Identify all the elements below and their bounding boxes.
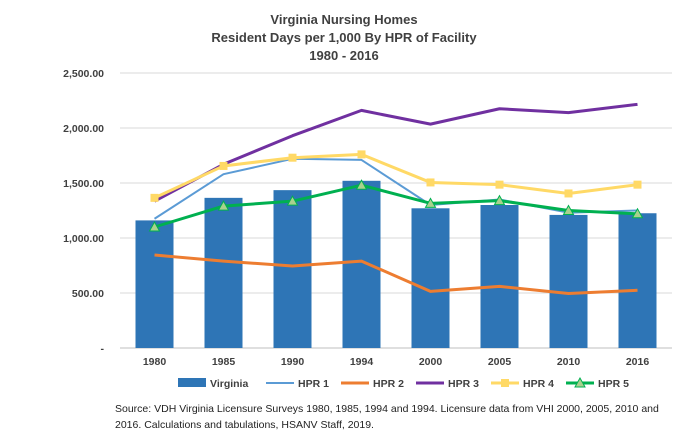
legend-label-virginia: Virginia <box>210 378 248 390</box>
source-note: Source: VDH Virginia Licensure Surveys 1… <box>115 403 659 431</box>
chart-title-line-1: Virginia Nursing Homes <box>270 12 418 27</box>
series-point-hpr-4 <box>564 189 573 198</box>
y-tick-label: 500.00 <box>72 288 104 300</box>
bar-virginia <box>342 180 381 348</box>
series-point-hpr-4 <box>426 178 435 187</box>
series-point-hpr-5 <box>355 179 368 190</box>
y-tick-label: 1,500.00 <box>63 178 104 190</box>
series-point-hpr-4 <box>357 150 366 159</box>
x-tick-label: 2010 <box>557 356 581 368</box>
chart-canvas: - 500.00 1,000.00 1,500.00 2,000.00 2,500.00 1… <box>63 68 672 390</box>
x-tick-label: 1985 <box>212 356 236 368</box>
legend-label-hpr-5: HPR 5 <box>598 378 629 390</box>
series-point-hpr-5 <box>424 197 437 208</box>
y-tick-label: 1,000.00 <box>63 233 104 245</box>
x-tick-label: 2016 <box>626 356 650 368</box>
legend-marker-hpr-4 <box>501 379 509 387</box>
legend-label-hpr-4: HPR 4 <box>523 378 554 390</box>
y-tick-label: 2,000.00 <box>63 123 104 135</box>
series-point-hpr-5 <box>493 194 506 206</box>
series-line-hpr-2 <box>154 253 638 296</box>
x-tick-label: 2005 <box>488 356 512 368</box>
series-point-hpr-5 <box>217 200 230 211</box>
series-point-hpr-5 <box>631 207 644 219</box>
legend-marker-hpr-5 <box>574 376 586 388</box>
x-tick-label: 1994 <box>350 356 374 368</box>
series-line-hpr-1 <box>153 157 638 220</box>
series-point-hpr-4 <box>495 180 504 189</box>
y-tick-label: 2,500.00 <box>63 68 104 80</box>
series-point-hpr-5 <box>148 220 161 232</box>
legend-label-hpr-2: HPR 2 <box>373 378 404 390</box>
series-line-hpr-5 <box>154 183 638 229</box>
bar-virginia <box>411 208 450 348</box>
legend-label-hpr-1: HPR 1 <box>298 378 329 390</box>
legend-swatch-virginia <box>178 378 206 387</box>
series-point-hpr-4 <box>633 180 642 189</box>
legend-label-hpr-3: HPR 3 <box>448 378 479 390</box>
x-tick-label: 1980 <box>143 356 167 368</box>
chart-title-line-3: 1980 - 2016 <box>309 48 379 63</box>
chart-title-line-2: Resident Days per 1,000 By HPR of Facili… <box>211 30 477 45</box>
x-tick-label: 2000 <box>419 356 443 368</box>
series-point-hpr-5 <box>562 204 575 215</box>
bar-virginia <box>204 197 243 348</box>
series-point-hpr-5 <box>286 195 299 206</box>
bar-virginia <box>549 214 588 348</box>
bar-virginia <box>480 205 519 348</box>
series-line-hpr-4 <box>153 152 638 200</box>
y-tick-label: - <box>101 343 105 355</box>
series-point-hpr-4 <box>288 153 297 162</box>
bar-virginia <box>273 190 312 348</box>
series-line-hpr-3 <box>153 102 638 203</box>
bar-virginia <box>135 220 174 348</box>
bar-virginia <box>618 213 657 348</box>
x-tick-label: 1990 <box>281 356 305 368</box>
series-point-hpr-4 <box>219 161 228 170</box>
series-point-hpr-4 <box>150 193 159 202</box>
